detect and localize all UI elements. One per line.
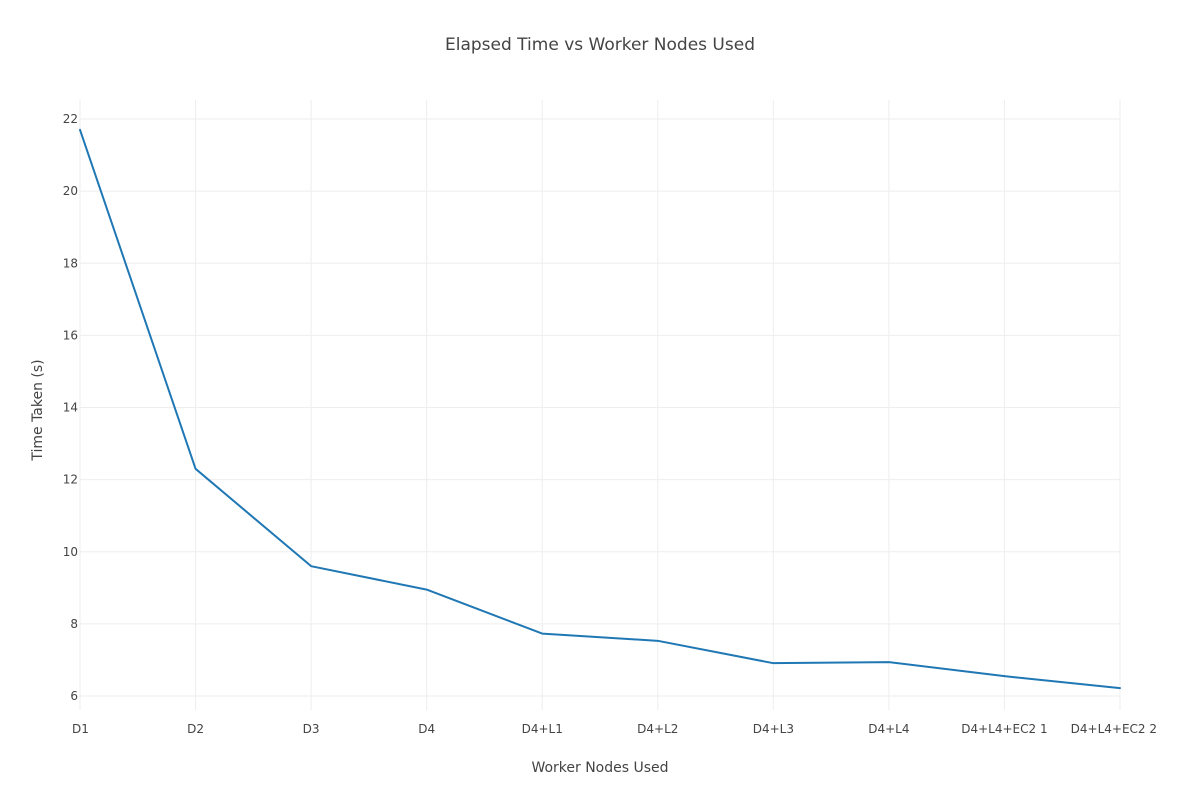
y-tick-label: 16 [63,328,78,342]
horizontal-gridlines [80,118,1120,697]
chart-title: Elapsed Time vs Worker Nodes Used [445,35,755,55]
x-tick-label: D4+L3 [753,722,794,736]
y-tick-label: 18 [63,256,78,270]
x-tick-label: D4+L1 [522,722,563,736]
y-tick-label: 22 [63,112,78,126]
x-axis-title: Worker Nodes Used [531,760,668,776]
y-tick-label: 8 [70,617,78,631]
y-axis-ticks: 6 8 10 12 14 16 18 20 22 [63,112,78,703]
vertical-gridlines [79,100,1121,710]
x-tick-label: D4 [418,722,435,736]
x-tick-label: D1 [72,722,89,736]
y-axis-title: Time Taken (s) [30,359,46,461]
x-tick-label: D4+L4+EC2 1 [961,722,1047,736]
x-tick-label: D4+L4+EC2 2 [1071,722,1157,736]
series-line [79,128,1121,690]
x-tick-label: D3 [303,722,320,736]
y-tick-label: 14 [63,401,78,415]
y-tick-label: 10 [63,545,78,559]
x-tick-label: D4+L4 [868,722,909,736]
x-tick-label: D4+L2 [637,722,678,736]
x-tick-label: D2 [187,722,204,736]
x-axis-ticks: D1 D2 D3 D4 D4+L1 D4+L2 D4+L3 D4+L4 D4+L4+EC2 1 D… [72,722,1157,736]
series-group [79,128,1121,690]
y-tick-label: 20 [63,184,78,198]
y-tick-label: 6 [70,689,78,703]
y-tick-label: 12 [63,473,78,487]
